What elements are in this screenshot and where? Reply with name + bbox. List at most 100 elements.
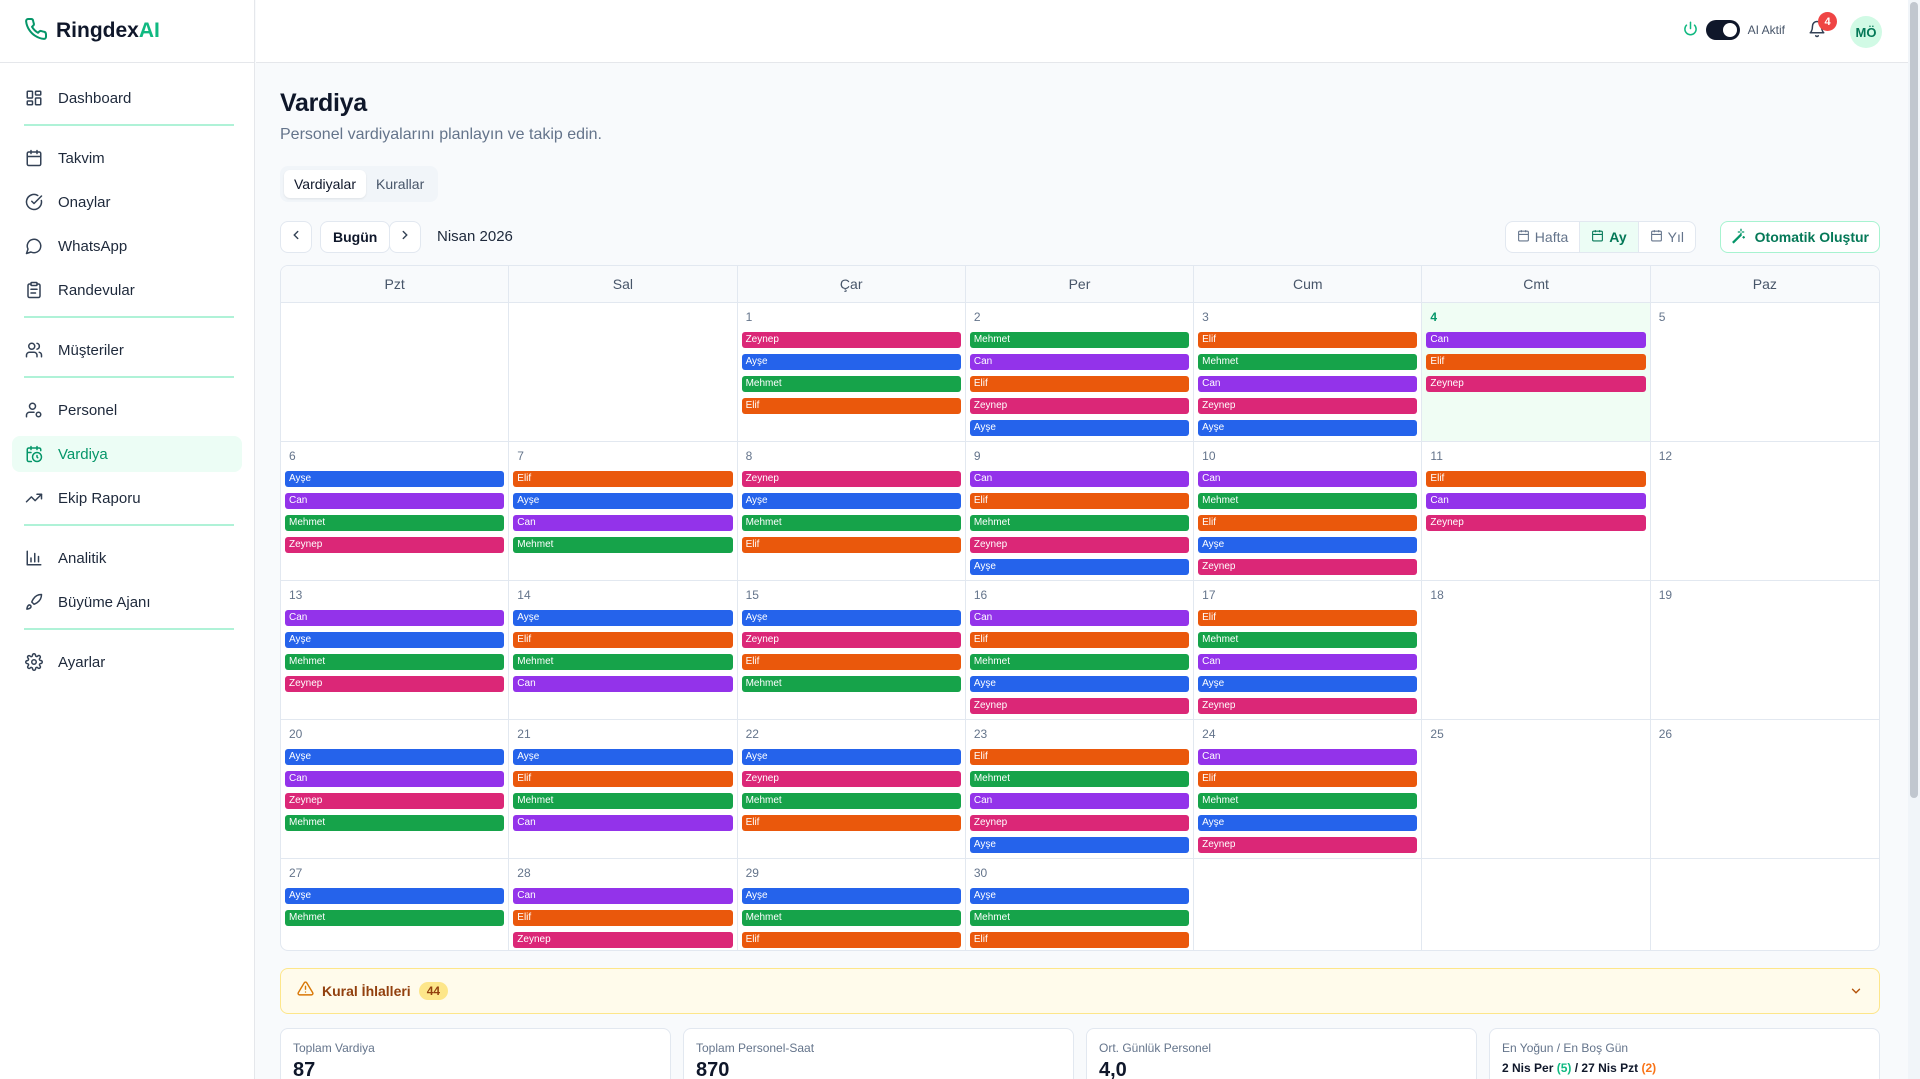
chevron-down-icon[interactable] — [1849, 984, 1863, 1003]
shift-chip[interactable]: Can — [285, 771, 505, 787]
shift-chip[interactable]: Mehmet — [741, 676, 961, 692]
shift-chip[interactable]: Elif — [1426, 354, 1646, 370]
shift-chip[interactable]: Zeynep — [285, 793, 505, 809]
shift-chip[interactable]: Ayşe — [1198, 420, 1418, 436]
shift-chip[interactable]: Mehmet — [513, 793, 733, 809]
shift-chip[interactable]: Mehmet — [969, 771, 1190, 787]
view-month-button[interactable]: Ay — [1580, 222, 1639, 252]
shift-chip[interactable]: Ayşe — [741, 354, 961, 370]
shift-chip[interactable]: Can — [1198, 654, 1418, 670]
shift-chip[interactable]: Ayşe — [1198, 676, 1418, 692]
shift-chip[interactable]: Elif — [1198, 610, 1418, 626]
shift-chip[interactable]: Ayşe — [741, 493, 961, 509]
shift-chip[interactable]: Zeynep — [285, 676, 505, 692]
sidebar-item-dashboard[interactable]: Dashboard — [12, 80, 242, 116]
shift-chip[interactable]: Mehmet — [1198, 632, 1418, 648]
shift-chip[interactable]: Mehmet — [741, 910, 961, 926]
sidebar-item-musteriler[interactable]: Müşteriler — [12, 332, 242, 368]
sidebar-item-randevular[interactable]: Randevular — [12, 272, 242, 308]
calendar-day-cell[interactable]: 20 Ayşe Can Zeynep Mehmet — [281, 720, 510, 859]
calendar-day-cell[interactable]: 5 — [1650, 303, 1879, 442]
tab-vardiyalar[interactable]: Vardiyalar — [284, 170, 366, 198]
shift-chip[interactable]: Ayşe — [741, 888, 961, 904]
calendar-day-cell[interactable]: 19 — [1650, 581, 1879, 720]
shift-chip[interactable]: Can — [969, 610, 1190, 626]
shift-chip[interactable]: Mehmet — [741, 515, 961, 531]
shift-chip[interactable]: Elif — [741, 398, 961, 414]
shift-chip[interactable]: Ayşe — [741, 610, 961, 626]
calendar-day-cell[interactable]: 16 Can Elif Mehmet Ayşe Zeynep — [965, 581, 1195, 720]
shift-chip[interactable]: Zeynep — [1198, 698, 1418, 714]
shift-chip[interactable]: Ayşe — [741, 749, 961, 765]
shift-chip[interactable]: Ayşe — [285, 471, 505, 487]
shift-chip[interactable]: Zeynep — [969, 815, 1190, 831]
shift-chip[interactable]: Elif — [969, 376, 1190, 392]
shift-chip[interactable]: Elif — [741, 815, 961, 831]
sidebar-item-vardiya[interactable]: Vardiya — [12, 436, 242, 472]
calendar-day-cell[interactable]: 10 Can Mehmet Elif Ayşe Zeynep — [1194, 442, 1423, 581]
today-button[interactable]: Bugün — [320, 221, 391, 253]
shift-chip[interactable]: Can — [1198, 376, 1418, 392]
sidebar-item-buyume-ajani[interactable]: Büyüme Ajanı — [12, 584, 242, 620]
calendar-day-cell[interactable]: 3 Elif Mehmet Can Zeynep Ayşe — [1194, 303, 1423, 442]
calendar-day-cell[interactable]: 27 Ayşe Mehmet — [281, 859, 510, 950]
shift-chip[interactable]: Ayşe — [1198, 815, 1418, 831]
shift-chip[interactable]: Zeynep — [969, 398, 1190, 414]
next-month-button[interactable] — [389, 221, 421, 253]
view-year-button[interactable]: Yıl — [1639, 222, 1695, 252]
shift-chip[interactable]: Mehmet — [285, 654, 505, 670]
calendar-day-cell[interactable]: 30 Ayşe Mehmet Elif — [966, 859, 1195, 950]
calendar-day-cell[interactable]: 7 Elif Ayşe Can Mehmet — [509, 442, 738, 581]
shift-chip[interactable]: Can — [1426, 493, 1646, 509]
shift-chip[interactable]: Can — [969, 793, 1190, 809]
shift-chip[interactable]: Ayşe — [513, 493, 733, 509]
calendar-day-cell[interactable]: 9 Can Elif Mehmet Zeynep Ayşe — [965, 442, 1195, 581]
shift-chip[interactable]: Ayşe — [285, 749, 505, 765]
tab-kurallar[interactable]: Kurallar — [376, 176, 425, 192]
view-week-button[interactable]: Hafta — [1506, 222, 1581, 252]
calendar-day-cell[interactable]: 17 Elif Mehmet Can Ayşe Zeynep — [1194, 581, 1423, 720]
shift-chip[interactable]: Zeynep — [1426, 376, 1646, 392]
shift-chip[interactable]: Mehmet — [1198, 793, 1418, 809]
shift-chip[interactable]: Mehmet — [969, 332, 1190, 348]
shift-chip[interactable]: Zeynep — [513, 932, 733, 948]
ai-toggle[interactable] — [1705, 20, 1740, 40]
shift-chip[interactable]: Ayşe — [969, 837, 1190, 853]
sidebar-item-takvim[interactable]: Takvim — [12, 140, 242, 176]
shift-chip[interactable]: Can — [969, 471, 1190, 487]
sidebar-item-personel[interactable]: Personel — [12, 392, 242, 428]
shift-chip[interactable]: Can — [969, 354, 1190, 370]
shift-chip[interactable]: Elif — [513, 632, 733, 648]
shift-chip[interactable]: Ayşe — [969, 676, 1190, 692]
calendar-day-cell[interactable]: 29 Ayşe Mehmet Elif — [738, 859, 966, 950]
shift-chip[interactable]: Mehmet — [1198, 493, 1418, 509]
shift-chip[interactable]: Can — [1426, 332, 1646, 348]
bell-icon[interactable] — [1808, 20, 1830, 42]
shift-chip[interactable]: Zeynep — [1198, 837, 1418, 853]
calendar-day-cell[interactable]: 4 Can Elif Zeynep — [1422, 303, 1651, 442]
brand-logo[interactable]: RingdexAI — [0, 0, 254, 63]
shift-chip[interactable]: Elif — [513, 771, 733, 787]
calendar-day-cell[interactable]: 24 Can Elif Mehmet Ayşe Zeynep — [1194, 720, 1423, 859]
shift-chip[interactable]: Mehmet — [285, 910, 505, 926]
shift-chip[interactable]: Elif — [1198, 332, 1418, 348]
shift-chip[interactable]: Mehmet — [969, 654, 1190, 670]
shift-chip[interactable]: Mehmet — [969, 515, 1190, 531]
shift-chip[interactable]: Can — [1198, 749, 1418, 765]
shift-chip[interactable]: Ayşe — [285, 888, 505, 904]
shift-chip[interactable]: Mehmet — [741, 376, 961, 392]
calendar-day-cell[interactable]: 13 Can Ayşe Mehmet Zeynep — [281, 581, 510, 720]
shift-chip[interactable]: Zeynep — [969, 537, 1190, 553]
shift-chip[interactable]: Elif — [1198, 771, 1418, 787]
calendar-day-cell[interactable]: 18 — [1422, 581, 1651, 720]
shift-chip[interactable]: Can — [513, 815, 733, 831]
shift-chip[interactable]: Elif — [741, 932, 961, 948]
shift-chip[interactable]: Ayşe — [969, 559, 1190, 575]
calendar-day-cell[interactable]: 23 Elif Mehmet Can Zeynep Ayşe — [965, 720, 1195, 859]
calendar-day-cell[interactable]: 14 Ayşe Elif Mehmet Can — [509, 581, 738, 720]
shift-chip[interactable]: Zeynep — [741, 771, 961, 787]
shift-chip[interactable]: Zeynep — [969, 698, 1190, 714]
shift-chip[interactable]: Can — [1198, 471, 1418, 487]
prev-month-button[interactable] — [280, 221, 312, 253]
sidebar-item-ekip-raporu[interactable]: Ekip Raporu — [12, 480, 242, 516]
